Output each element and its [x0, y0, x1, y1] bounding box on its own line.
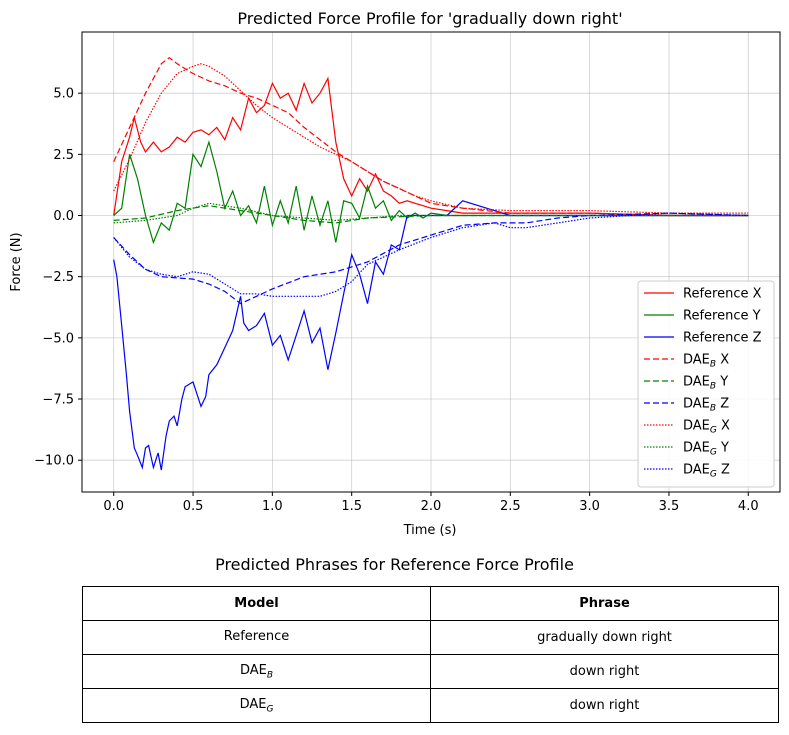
phrases-table: Model Phrase Reference gradually down ri… — [82, 586, 779, 723]
cell-phrase: down right — [430, 654, 779, 689]
chart-title: Predicted Force Profile for 'gradually d… — [237, 9, 622, 28]
x-axis-label: Time (s) — [403, 523, 457, 538]
series-line-dae-b-y — [113, 205, 749, 224]
series-line-dae-g-x — [113, 63, 749, 214]
x-tick-label: 3.0 — [579, 499, 600, 514]
legend-label: Reference Y — [683, 309, 761, 324]
y-tick-label: −5.0 — [42, 331, 74, 346]
series-layer — [113, 56, 749, 471]
table-row: DAEB down right — [82, 654, 779, 689]
y-tick-label: −10.0 — [34, 454, 74, 469]
series-line-dae-b-x — [113, 56, 749, 217]
header-model: Model — [82, 586, 431, 621]
legend-label: DAEB X — [683, 353, 729, 370]
y-tick-label: −7.5 — [42, 393, 74, 408]
series-line-dae-g-z — [113, 212, 749, 297]
legend-label: Reference X — [683, 287, 762, 302]
x-tick-label: 2.0 — [421, 499, 442, 514]
x-tick-label: 1.0 — [262, 499, 283, 514]
x-tick-label: 1.5 — [341, 499, 362, 514]
cell-phrase: gradually down right — [430, 620, 779, 655]
series-line-dae-g-y — [113, 202, 749, 224]
x-tick-label: 4.0 — [738, 499, 759, 514]
legend-label: DAEG Z — [683, 463, 730, 480]
legend-label: DAEB Z — [683, 397, 729, 414]
legend-label: DAEB Y — [683, 375, 728, 392]
legend-box — [637, 280, 775, 488]
table-row: DAEG down right — [82, 688, 779, 723]
y-axis-ticks: −10.0 −7.5 −5.0 −2.5 0.0 2.5 5.0 — [34, 87, 82, 469]
cell-phrase: down right — [430, 688, 779, 723]
series-line-dae-b-z — [113, 212, 749, 305]
legend-label: Reference Z — [683, 331, 762, 346]
series-line-reference-y — [113, 139, 749, 245]
y-tick-label: 5.0 — [53, 87, 74, 102]
cell-model: DAEG — [82, 688, 431, 723]
x-axis-ticks: 0.0 0.5 1.0 1.5 2.0 2.5 3.0 3.5 4.0 — [103, 492, 759, 514]
table-header-row: Model Phrase — [82, 586, 779, 621]
y-tick-label: 0.0 — [53, 209, 74, 224]
cell-model: Reference — [82, 620, 431, 655]
legend-label: DAEG Y — [683, 441, 729, 458]
table-row: Reference gradually down right — [82, 620, 779, 655]
x-tick-label: 3.5 — [659, 499, 680, 514]
cell-model: DAEB — [82, 654, 431, 689]
x-tick-label: 0.0 — [103, 499, 124, 514]
series-line-reference-z — [113, 200, 749, 471]
legend-label: DAEG X — [683, 419, 730, 436]
y-tick-label: 2.5 — [53, 148, 74, 163]
table-title: Predicted Phrases for Reference Force Pr… — [215, 555, 574, 574]
x-tick-label: 2.5 — [500, 499, 521, 514]
series-line-reference-x — [113, 76, 749, 217]
y-axis-label: Force (N) — [9, 232, 24, 291]
y-tick-label: −2.5 — [42, 270, 74, 285]
force-profile-chart: Predicted Force Profile for 'gradually d… — [9, 9, 781, 538]
legend: Reference X Reference Y Reference Z DAEB X D… — [637, 280, 775, 488]
header-phrase: Phrase — [430, 586, 779, 621]
x-tick-label: 0.5 — [183, 499, 204, 514]
